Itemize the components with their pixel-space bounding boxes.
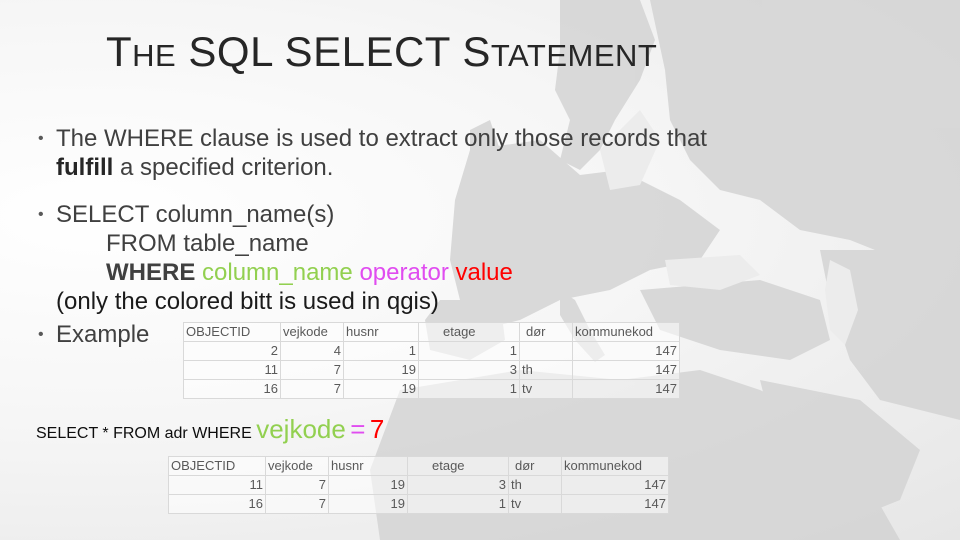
bullet-1-line-1: The WHERE clause is used to extract only… [56,125,707,152]
query-column: vejkode [256,414,346,444]
query-prefix: SELECT * FROM adr WHERE [36,425,252,442]
syntax-column-name: column_name [202,259,353,286]
syntax-value: value [455,259,513,286]
table-cell: 147 [561,494,669,514]
table-cell: 11 [183,360,281,380]
table-cell: 7 [265,494,329,514]
title-rest-the: HE [132,38,177,73]
syntax-select: SELECT column_name(s) [56,201,335,228]
title-rest-statement: TATEMENT [490,38,658,73]
bullet-1-line-2: a specified criterion. [113,154,334,181]
table-cell: 7 [265,475,329,495]
table-header-cell: husnr [328,456,408,476]
table-cell: 2 [183,341,281,361]
syntax-where-keyword: WHERE [106,259,196,286]
bullet-1-bold-word: fulfill [56,154,114,181]
table-cell: th [508,475,562,495]
table-header-cell: vejkode [265,456,329,476]
table-cell: 3 [407,475,509,495]
table-header-cell: OBJECTID [168,456,266,476]
table-cell: 11 [168,475,266,495]
table-header-cell: vejkode [280,322,344,342]
table-cell: 4 [280,341,344,361]
table-cell: 19 [328,475,408,495]
table-row: 16 7 19 1 tv 147 [183,379,680,399]
bullet-dot: • [38,206,44,223]
table-header-cell: husnr [343,322,419,342]
bullet-dot: • [38,130,44,147]
table-cell [519,341,573,361]
query-operator: = [350,414,366,444]
table-cell: 147 [572,360,680,380]
table-header-cell: OBJECTID [183,322,281,342]
table-header-row: OBJECTID vejkode husnr etage dør kommune… [183,322,680,342]
table-full: OBJECTID vejkode husnr etage dør kommune… [183,322,680,399]
table-header-cell: dør [508,456,562,476]
table-cell: 7 [280,379,344,399]
table-cell: 1 [418,379,520,399]
table-cell: 147 [561,475,669,495]
table-cell: 1 [418,341,520,361]
syntax-note: (only the colored bitt is used in qgis) [56,288,439,315]
syntax-where-line: WHERE column_name operator value [56,258,513,287]
table-header-cell: dør [519,322,573,342]
title-initial-statement: S [462,28,491,75]
table-header-cell: kommunekod [572,322,680,342]
table-row: 16 7 19 1 tv 147 [168,494,669,514]
title-sql-select: SQL SELECT [188,28,451,75]
slide-title: THE SQL SELECT STATEMENT [106,28,657,76]
table-cell: 19 [343,379,419,399]
table-row: 11 7 19 3 th 147 [183,360,680,380]
table-result: OBJECTID vejkode husnr etage dør kommune… [168,456,669,514]
table-cell: tv [519,379,573,399]
table-cell: 19 [343,360,419,380]
table-cell: 1 [407,494,509,514]
table-cell: 147 [572,379,680,399]
table-header-cell: etage [418,322,520,342]
example-label: Example [56,321,150,348]
table-cell: 19 [328,494,408,514]
table-row: 2 4 1 1 147 [183,341,680,361]
syntax-operator: operator [359,259,449,286]
query-value: 7 [369,414,385,444]
table-cell: 7 [280,360,344,380]
table-cell: th [519,360,573,380]
table-cell: 16 [183,379,281,399]
table-header-row: OBJECTID vejkode husnr etage dør kommune… [168,456,669,476]
table-cell: tv [508,494,562,514]
syntax-from: FROM table_name [106,230,309,257]
table-cell: 16 [168,494,266,514]
bullet-dot: • [38,326,44,343]
table-cell: 1 [343,341,419,361]
table-cell: 147 [572,341,680,361]
table-cell: 3 [418,360,520,380]
table-row: 11 7 19 3 th 147 [168,475,669,495]
table-header-cell: etage [407,456,509,476]
title-initial-the: T [106,28,133,75]
example-query: SELECT * FROM adr WHERE vejkode = 7 [36,414,384,445]
table-header-cell: kommunekod [561,456,669,476]
